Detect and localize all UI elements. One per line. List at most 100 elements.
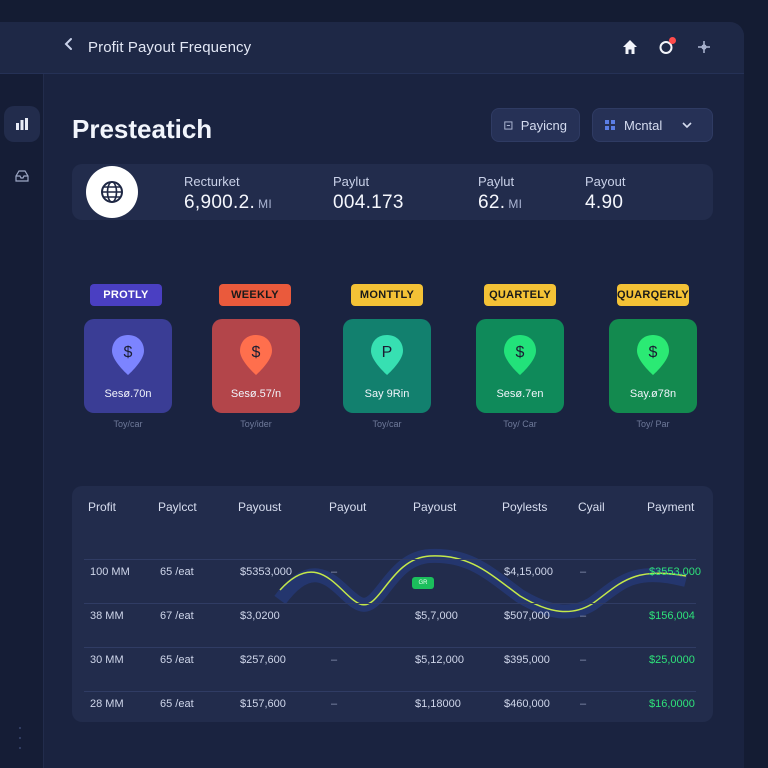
card-amount: Sesø.70n: [104, 388, 152, 400]
title-bar: Profit Payout Frequency: [0, 22, 744, 74]
frequency-card-4[interactable]: $ Say.ø78n: [609, 319, 697, 413]
stat-1: Paylut 004.173: [333, 174, 407, 214]
card-amount: Sesø.7en: [496, 388, 544, 400]
row-divider: [84, 603, 696, 604]
table-cell: $460,000: [504, 698, 550, 710]
frequency-card-3[interactable]: $ Sesø.7en: [476, 319, 564, 413]
stat-value: 62. MI: [478, 192, 523, 213]
table-cell: –: [331, 654, 338, 666]
table-cell: –: [580, 654, 587, 666]
stats-bar: Recturket 6,900.2. MI Paylut 004.173 Payl…: [72, 164, 713, 220]
mental-dropdown[interactable]: Mcntal: [592, 108, 713, 142]
table-cell: $25,0000: [649, 654, 695, 666]
chevron-left-icon[interactable]: [64, 36, 82, 58]
location-pin-icon: P: [371, 335, 403, 375]
home-icon[interactable]: [620, 37, 640, 57]
table-cell: 30 MM: [90, 654, 124, 666]
location-pin-icon: $: [240, 335, 272, 375]
table-cell: $3,0200: [240, 610, 280, 622]
stat-value: 6,900.2. MI: [184, 192, 273, 213]
notification-badge: [669, 37, 676, 44]
card-caption: Toy/ Par: [636, 419, 670, 429]
inbox-icon[interactable]: [4, 158, 40, 194]
table-cell: $3553,000: [649, 566, 701, 578]
card-caption: Toy/car: [113, 419, 143, 429]
stat-label: Paylut: [478, 174, 515, 189]
table-cell: $5353,000: [240, 566, 292, 578]
stat-3: Payout 4.90: [585, 174, 626, 214]
table-cell: 38 MM: [90, 610, 124, 622]
column-header[interactable]: Poylests: [502, 500, 548, 514]
table-cell: –: [580, 566, 587, 578]
table-cell: $5,12,000: [415, 654, 464, 666]
row-divider: [84, 691, 696, 692]
frequency-tag-1[interactable]: WEEKLY: [219, 284, 291, 306]
stat-label: Recturket: [184, 174, 240, 189]
stat-2: Paylut 62. MI: [478, 174, 522, 214]
page-title: Presteatich: [72, 114, 213, 144]
frequency-tag-3[interactable]: QUARTELY: [484, 284, 556, 306]
paying-button[interactable]: Payicng: [491, 108, 580, 142]
table-cell: $156,004: [649, 610, 695, 622]
svg-text:$: $: [516, 344, 525, 361]
table-cell: $16,0000: [649, 698, 695, 710]
frequency-tag-4[interactable]: QUARQERLY: [617, 284, 689, 306]
table-cell: –: [580, 610, 587, 622]
frequency-tag-2[interactable]: MONTTLY: [351, 284, 423, 306]
card-amount: Say 9Rin: [364, 388, 410, 400]
paying-button-label: Payicng: [520, 117, 567, 133]
table-cell: 100 MM: [90, 566, 130, 578]
table-cell: $395,000: [504, 654, 550, 666]
chevron-down-icon: [682, 121, 692, 128]
globe-icon[interactable]: [86, 166, 138, 218]
table-cell: 67 /eat: [160, 610, 194, 622]
mental-dropdown-label: Mcntal: [624, 117, 663, 133]
chart-marker: GR: [412, 577, 434, 589]
svg-text:$: $: [252, 344, 261, 361]
grid-icon: [605, 119, 615, 130]
table-cell: 28 MM: [90, 698, 124, 710]
card-amount: Say.ø78n: [629, 388, 677, 400]
frequency-tag-0[interactable]: PROTLY: [90, 284, 162, 306]
stat-0: Recturket 6,900.2. MI: [184, 174, 272, 214]
column-header[interactable]: Payoust: [413, 500, 457, 514]
row-divider: [84, 647, 696, 648]
table-cell: 65 /eat: [160, 566, 194, 578]
column-header[interactable]: Payment: [647, 500, 695, 514]
stat-label: Payout: [585, 174, 626, 189]
app-window: Profit Payout Frequency Presteatich Payi…: [0, 22, 744, 768]
notification-icon[interactable]: [656, 37, 676, 57]
sidebar: [0, 74, 44, 768]
stat-label: Paylut: [333, 174, 370, 189]
row-divider: [84, 559, 696, 560]
trend-line: [279, 555, 687, 613]
trend-line-chart: [274, 548, 688, 619]
document-icon: [504, 120, 513, 130]
svg-text:$: $: [649, 344, 658, 361]
column-header[interactable]: Profit: [88, 500, 117, 514]
svg-text:$: $: [124, 344, 133, 361]
table-cell: $157,600: [240, 698, 286, 710]
table-cell: –: [580, 698, 587, 710]
move-icon[interactable]: [694, 37, 714, 57]
card-amount: Sesø.57/n: [230, 388, 282, 400]
column-header[interactable]: Paylcct: [158, 500, 197, 514]
frequency-card-0[interactable]: $ Sesø.70n: [84, 319, 172, 413]
chart-bars-icon[interactable]: [4, 106, 40, 142]
column-header[interactable]: Payoust: [238, 500, 282, 514]
frequency-card-2[interactable]: P Say 9Rin: [343, 319, 431, 413]
table-cell: $507,000: [504, 610, 550, 622]
svg-text:P: P: [382, 344, 393, 361]
table-cell: $257,600: [240, 654, 286, 666]
column-header[interactable]: Payout: [329, 500, 367, 514]
table-cell: 65 /eat: [160, 698, 194, 710]
card-caption: Toy/ider: [240, 419, 272, 429]
frequency-card-1[interactable]: $ Sesø.57/n: [212, 319, 300, 413]
location-pin-icon: $: [112, 335, 144, 375]
sidebar-dots: [18, 727, 22, 767]
table-cell: $4,15,000: [504, 566, 553, 578]
table-cell: $1,18000: [415, 698, 461, 710]
column-header[interactable]: Cyail: [578, 500, 605, 514]
table-cell: –: [331, 698, 338, 710]
stat-value: 004.173: [333, 192, 404, 213]
